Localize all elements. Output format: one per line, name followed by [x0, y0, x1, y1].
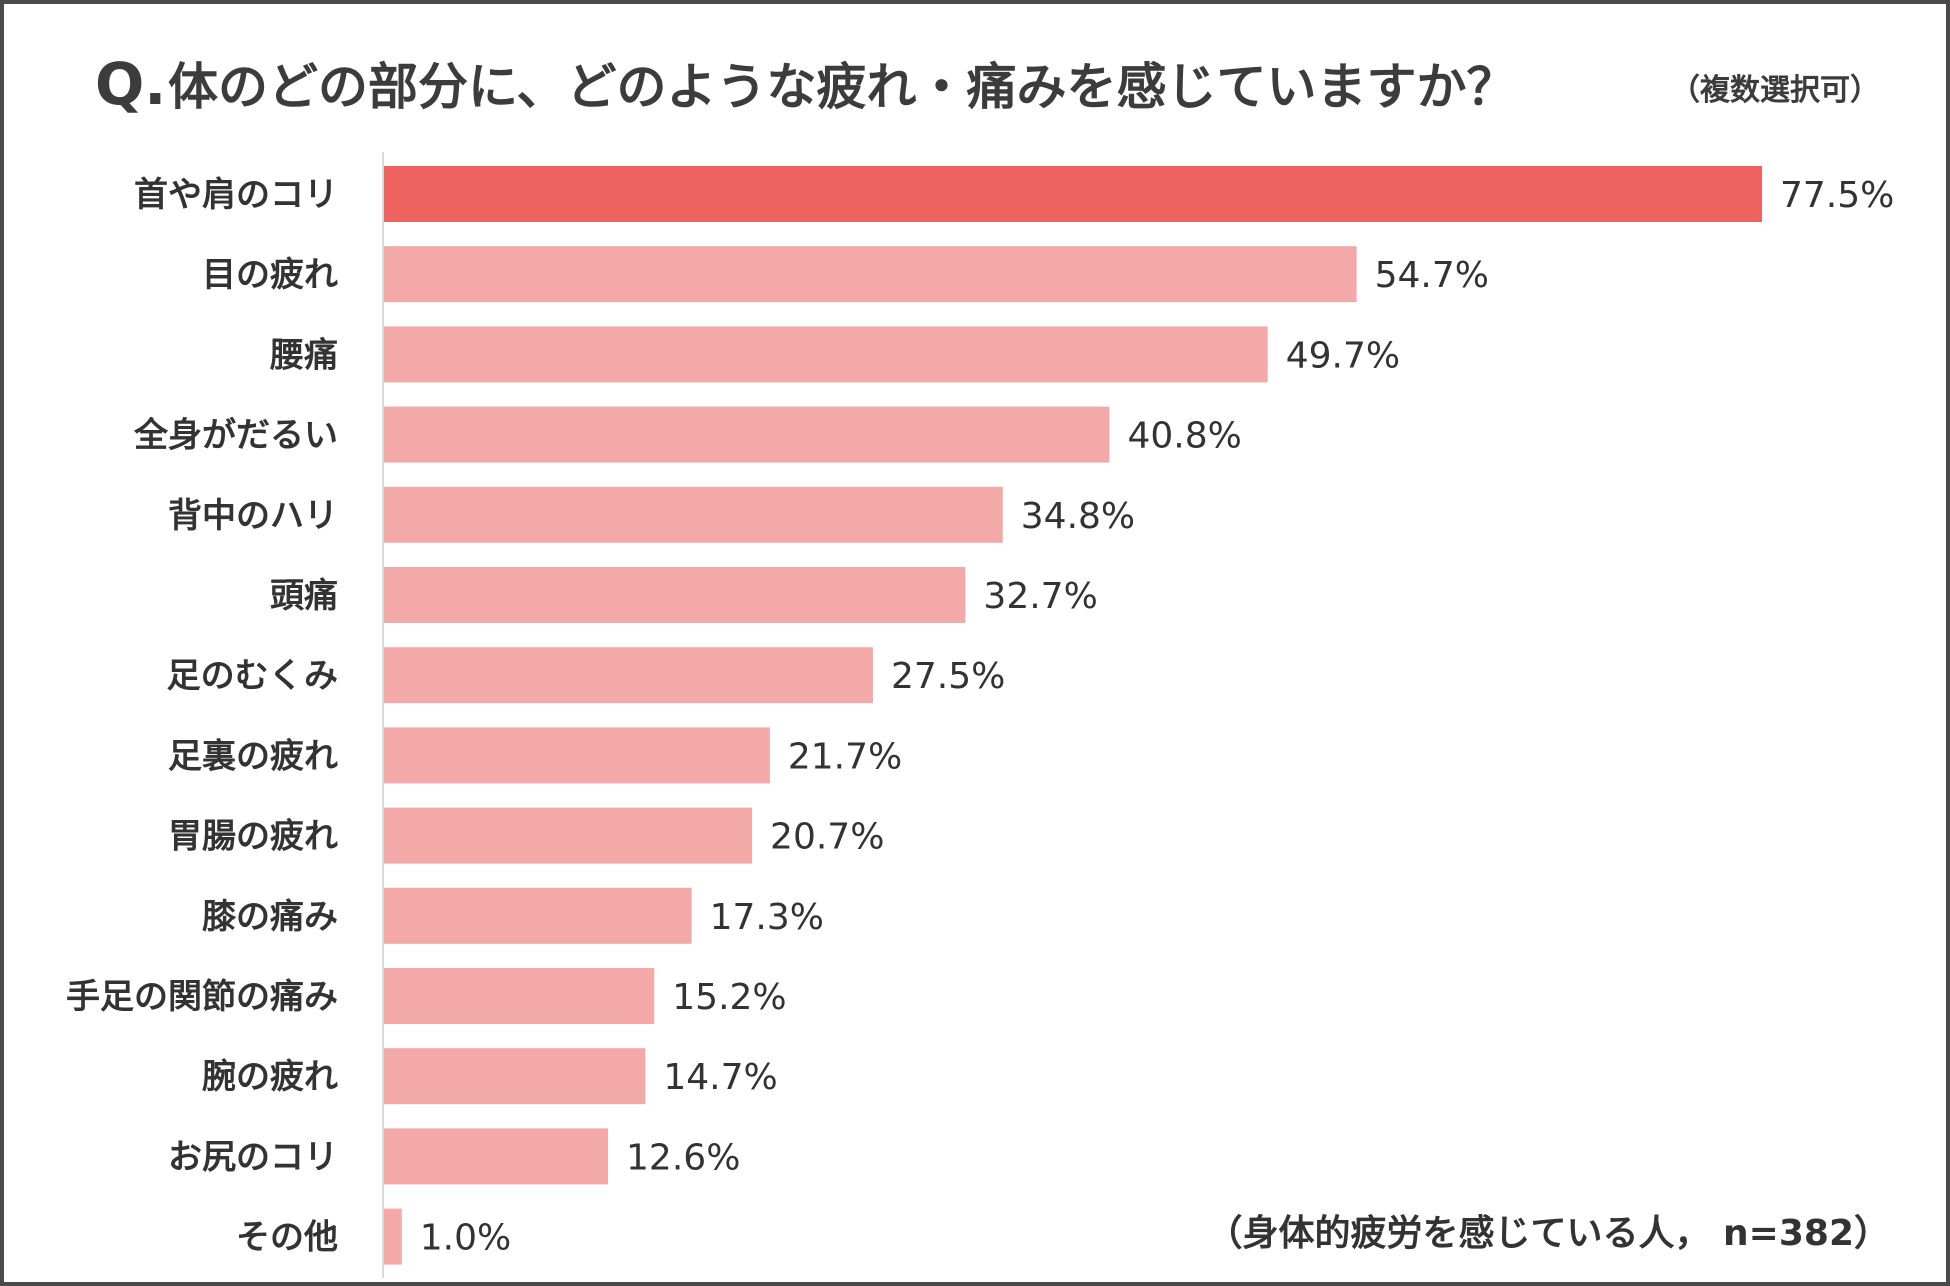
category-label: 頭痛 — [270, 576, 338, 616]
bar — [384, 567, 966, 623]
bar — [384, 647, 873, 704]
value-label: 34.8% — [1021, 496, 1135, 537]
category-label: 目の疲れ — [202, 255, 338, 295]
bar — [384, 326, 1268, 383]
category-label: 腕の疲れ — [202, 1057, 338, 1097]
chart-title-prefix: Q. — [95, 50, 166, 118]
bars-group: 首や肩のコリ 77.5% 目の疲れ 54.7% 腰痛 49.7% 全身がだるい 40.8% 背中… — [66, 166, 1894, 1265]
bar — [384, 968, 655, 1024]
category-label: 首や肩のコリ — [134, 175, 338, 215]
bar — [384, 727, 770, 784]
chart-title: 体のどの部分に、どのような疲れ・痛みを感じていますか？ — [168, 58, 1517, 116]
category-label: 膝の痛み — [202, 897, 338, 937]
category-label: 足裏の疲れ — [168, 736, 338, 776]
value-label: 1.0% — [420, 1218, 511, 1259]
value-label: 27.5% — [891, 656, 1005, 697]
category-label: 全身がだるい — [133, 416, 338, 456]
bar — [384, 246, 1357, 303]
value-label: 49.7% — [1286, 335, 1400, 376]
category-label: 手足の関節の痛み — [66, 977, 338, 1017]
value-label: 20.7% — [770, 817, 884, 858]
value-label: 12.6% — [626, 1137, 740, 1178]
value-label: 54.7% — [1375, 255, 1489, 296]
sample-note: （身体的疲労を感じている人， n=382） — [1207, 1213, 1890, 1254]
bar — [384, 486, 1003, 543]
bar — [384, 1128, 609, 1185]
category-label: 腰痛 — [270, 335, 338, 375]
category-label: 背中のハリ — [168, 496, 338, 536]
value-label: 32.7% — [983, 576, 1097, 617]
value-label: 21.7% — [788, 736, 902, 777]
category-label: その他 — [236, 1218, 338, 1258]
bar — [384, 1048, 646, 1105]
chart-subtitle: （複数選択可） — [1670, 73, 1880, 108]
bar — [384, 807, 753, 864]
value-label: 40.8% — [1127, 416, 1241, 457]
bar — [384, 1208, 402, 1265]
value-label: 14.7% — [663, 1057, 777, 1098]
category-label: 胃腸の疲れ — [168, 817, 338, 857]
category-label: お尻のコリ — [168, 1137, 338, 1177]
bar — [384, 887, 692, 944]
bar — [384, 166, 1762, 222]
category-label: 足のむくみ — [167, 656, 338, 696]
value-label: 17.3% — [710, 897, 824, 938]
bar — [384, 406, 1110, 463]
value-label: 15.2% — [672, 977, 786, 1018]
value-label: 77.5% — [1780, 175, 1894, 216]
